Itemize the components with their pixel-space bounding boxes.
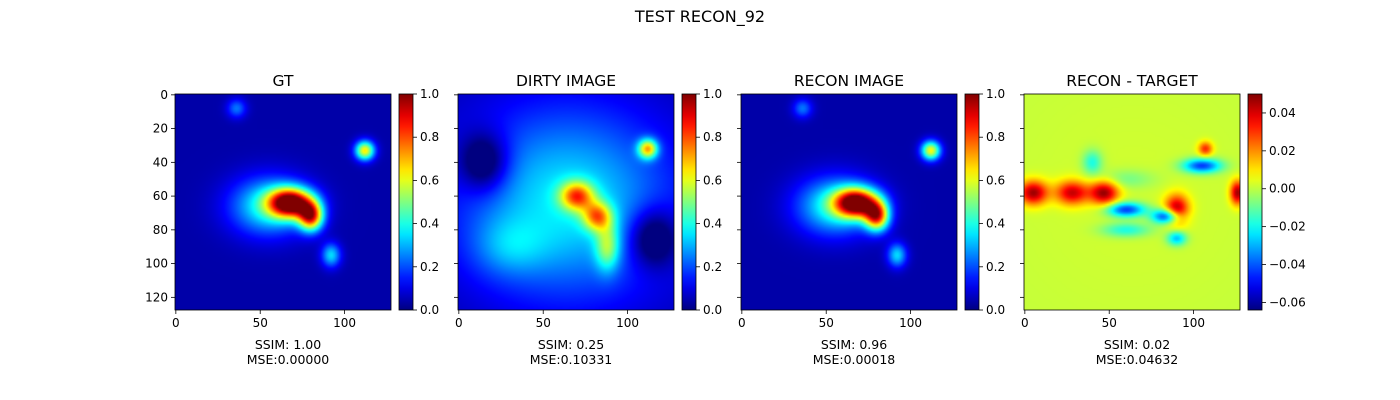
colorbar-tick-label: 0.0 [703, 303, 722, 317]
colorbar-tick-label: 0.0 [986, 303, 1005, 317]
colorbar-tick-label: 1.0 [986, 87, 1005, 101]
y-tick-label: 80 [153, 223, 168, 237]
heatmap-image [175, 94, 391, 310]
colorbar-tick-label: 0.4 [703, 217, 722, 231]
y-tick-label: 40 [153, 155, 168, 169]
x-tick-label: 0 [455, 316, 463, 330]
colorbar-tick-label: 0.6 [420, 173, 439, 187]
heatmap-image [1024, 94, 1240, 310]
axes-frame [457, 93, 675, 311]
colorbar [1248, 94, 1262, 310]
ssim-label: SSIM: 0.25 [538, 337, 604, 352]
heatmap-image [458, 94, 674, 310]
colorbar [965, 94, 979, 310]
y-tick-label: 0 [160, 88, 168, 102]
axes-frame [1023, 93, 1241, 311]
ssim-label: SSIM: 0.02 [1104, 337, 1170, 352]
colorbar [682, 94, 696, 310]
colorbar-tick-label: 0.4 [986, 217, 1005, 231]
y-tick-label: 120 [145, 290, 168, 304]
ssim-label: SSIM: 1.00 [255, 337, 321, 352]
panel-title: RECON IMAGE [794, 72, 904, 90]
y-tick-label: 100 [145, 257, 168, 271]
figure-suptitle: TEST RECON_92 [634, 7, 765, 27]
axes-frame [174, 93, 392, 311]
colorbar-tick-label: −0.04 [1269, 258, 1306, 272]
mse-label: MSE:0.04632 [1096, 352, 1179, 367]
axes-frame [740, 93, 958, 311]
panel-title: RECON - TARGET [1066, 72, 1198, 90]
x-tick-label: 50 [1102, 316, 1117, 330]
colorbar-tick-label: 0.8 [703, 130, 722, 144]
colorbar-tick-label: −0.02 [1269, 220, 1306, 234]
x-tick-label: 0 [738, 316, 746, 330]
panel-title: DIRTY IMAGE [516, 72, 616, 90]
y-tick-label: 20 [153, 122, 168, 136]
colorbar-tick-label: 0.02 [1269, 144, 1296, 158]
colorbar-tick-label: 0.8 [986, 130, 1005, 144]
x-tick-label: 100 [333, 316, 356, 330]
colorbar-frame [398, 93, 414, 311]
y-tick-label: 60 [153, 189, 168, 203]
ssim-label: SSIM: 0.96 [821, 337, 887, 352]
x-tick-label: 0 [1021, 316, 1029, 330]
colorbar [399, 94, 413, 310]
x-tick-label: 100 [1182, 316, 1205, 330]
heatmap-image [741, 94, 957, 310]
colorbar-tick-label: 0.2 [703, 260, 722, 274]
x-tick-label: 0 [172, 316, 180, 330]
x-tick-label: 50 [253, 316, 268, 330]
colorbar-tick-label: 0.4 [420, 217, 439, 231]
panel-4: RECON - TARGET 0 50 100 SSIM: 0.02MSE:0.0463… [1020, 72, 1306, 367]
x-tick-label: 100 [616, 316, 639, 330]
mse-label: MSE:0.00018 [813, 352, 896, 367]
colorbar-tick-label: 0.0 [420, 303, 439, 317]
colorbar-tick-label: −0.06 [1269, 295, 1306, 309]
colorbar-frame [681, 93, 697, 311]
x-tick-label: 100 [899, 316, 922, 330]
colorbar-tick-label: 0.00 [1269, 182, 1296, 196]
colorbar-frame [964, 93, 980, 311]
colorbar-tick-label: 1.0 [703, 87, 722, 101]
colorbar-tick-label: 0.2 [986, 260, 1005, 274]
mse-label: MSE:0.10331 [530, 352, 613, 367]
colorbar-tick-label: 0.6 [703, 173, 722, 187]
colorbar-tick-label: 0.2 [420, 260, 439, 274]
x-tick-label: 50 [819, 316, 834, 330]
mse-label: MSE:0.00000 [247, 352, 330, 367]
colorbar-tick-label: 1.0 [420, 87, 439, 101]
colorbar-tick-label: 0.6 [986, 173, 1005, 187]
x-tick-label: 50 [536, 316, 551, 330]
panel-1: GT 0 50 100 0 20 40 60 80 100 120 SSIM: 1.00MSE:0.0… [145, 72, 439, 367]
colorbar-frame [1247, 93, 1263, 311]
colorbar-tick-label: 0.04 [1269, 106, 1296, 120]
panel-title: GT [273, 72, 294, 90]
colorbar-tick-label: 0.8 [420, 130, 439, 144]
